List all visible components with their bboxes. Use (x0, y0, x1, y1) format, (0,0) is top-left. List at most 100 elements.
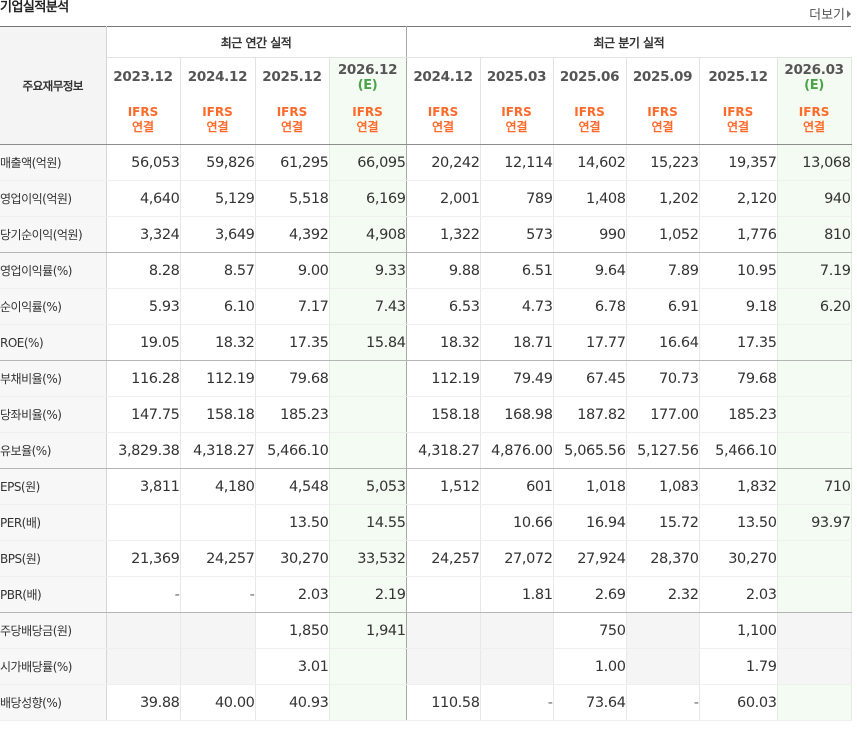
value-cell: 185.23 (699, 396, 778, 433)
period-label: 2025.12 (708, 69, 768, 85)
table-row: 부채비율(%) 116.28 112.19 79.68 112.19 79.49 67.45… (0, 360, 852, 397)
value-cell (777, 684, 852, 721)
value-cell: 6.10 (180, 288, 256, 325)
value-cell: 4,548 (255, 468, 330, 505)
value-cell: 5,127.56 (626, 432, 700, 469)
value-cell: 116.28 (106, 360, 181, 397)
value-cell: 2.03 (255, 576, 330, 613)
value-cell: 7.89 (626, 252, 700, 289)
value-cell: 79.49 (480, 360, 554, 397)
row-label: PBR(배) (0, 576, 107, 613)
value-cell: 21,369 (106, 540, 181, 577)
value-cell (480, 612, 554, 649)
value-cell: 6.53 (406, 288, 481, 325)
section-title: 기업실적분석 (0, 0, 69, 15)
value-cell: 6.51 (480, 252, 554, 289)
accounting-basis: IFRS 연결 (553, 96, 627, 145)
value-cell: 4,180 (180, 468, 256, 505)
value-cell: 2,001 (406, 180, 481, 217)
value-cell: 9.33 (329, 252, 407, 289)
value-cell: 40.00 (180, 684, 256, 721)
consolidated-label: 연결 (578, 120, 601, 134)
row-label: BPS(원) (0, 540, 107, 577)
value-cell: 5,129 (180, 180, 256, 217)
accounting-basis: IFRS 연결 (777, 96, 852, 145)
period-header: 2025.12 (255, 57, 330, 96)
value-cell: 66,095 (329, 144, 407, 181)
value-cell (180, 504, 256, 541)
annual-group-header: 최근 연간 실적 (106, 26, 407, 58)
table-row: 주당배당금(원) 1,850 1,941 750 1,100 (0, 612, 852, 649)
value-cell: 7.17 (255, 288, 330, 325)
row-label: 배당성향(%) (0, 684, 107, 721)
value-cell: 17.35 (699, 324, 778, 361)
accounting-basis: IFRS 연결 (699, 96, 778, 145)
row-label: 영업이익(억원) (0, 180, 107, 217)
value-cell: 185.23 (255, 396, 330, 433)
value-cell: 4,318.27 (406, 432, 481, 469)
table-row: ROE(%) 19.05 18.32 17.35 15.84 18.32 18.71 17.7… (0, 324, 852, 361)
consolidated-label: 연결 (727, 120, 750, 134)
period-header: 2025.09 (626, 57, 700, 96)
value-cell (777, 648, 852, 685)
value-cell: 20,242 (406, 144, 481, 181)
value-cell: 56,053 (106, 144, 181, 181)
value-cell (777, 576, 852, 613)
value-cell (777, 540, 852, 577)
period-label: 2025.06 (559, 69, 620, 85)
period-header: 2024.12 (180, 57, 256, 96)
accounting-basis: IFRS 연결 (626, 96, 700, 145)
value-cell: 110.58 (406, 684, 481, 721)
value-cell (106, 504, 181, 541)
value-cell: 28,370 (626, 540, 700, 577)
value-cell: 6.91 (626, 288, 700, 325)
value-cell: 79.68 (699, 360, 778, 397)
value-cell: 7.43 (329, 288, 407, 325)
value-cell: 14.55 (329, 504, 407, 541)
value-cell: 1,052 (626, 216, 700, 253)
table-row: EPS(원) 3,811 4,180 4,548 5,053 1,512 601 1,018 1… (0, 468, 852, 505)
value-cell: 1,832 (699, 468, 778, 505)
consolidated-label: 연결 (432, 120, 455, 134)
more-link[interactable]: 더보기 (809, 4, 851, 23)
main-header: 주요재무정보 (0, 26, 107, 145)
value-cell: 2.19 (329, 576, 407, 613)
table-row: 시가배당률(%) 3.01 1.00 1.79 (0, 648, 852, 685)
value-cell: 1,202 (626, 180, 700, 217)
value-cell (106, 648, 181, 685)
value-cell: 27,072 (480, 540, 554, 577)
value-cell: 33,532 (329, 540, 407, 577)
value-cell (777, 396, 852, 433)
row-label: 당좌비율(%) (0, 396, 107, 433)
value-cell: 70.73 (626, 360, 700, 397)
value-cell: 2.69 (553, 576, 627, 613)
value-cell: 6.78 (553, 288, 627, 325)
value-cell: 19.05 (106, 324, 181, 361)
quarterly-group-header: 최근 분기 실적 (406, 26, 852, 58)
consolidated-label: 연결 (505, 120, 528, 134)
value-cell: 60.03 (699, 684, 778, 721)
value-cell: 2.32 (626, 576, 700, 613)
value-cell: - (106, 576, 181, 613)
period-header: 2026.03 (E) (777, 57, 852, 96)
value-cell: 6.20 (777, 288, 852, 325)
value-cell: 9.00 (255, 252, 330, 289)
value-cell: 710 (777, 468, 852, 505)
ifrs-label: IFRS (722, 105, 754, 119)
value-cell: 1.00 (553, 648, 627, 685)
table-body: 매출액(억원) 56,053 59,826 61,295 66,095 20,242 12,… (0, 144, 852, 721)
value-cell: 18.71 (480, 324, 554, 361)
value-cell: 168.98 (480, 396, 554, 433)
value-cell: 9.88 (406, 252, 481, 289)
value-cell (329, 360, 407, 397)
value-cell: 1,408 (553, 180, 627, 217)
value-cell: 10.66 (480, 504, 554, 541)
value-cell: 67.45 (553, 360, 627, 397)
value-cell (777, 432, 852, 469)
value-cell: 13.50 (255, 504, 330, 541)
value-cell (626, 612, 700, 649)
value-cell: 3,649 (180, 216, 256, 253)
value-cell: 147.75 (106, 396, 181, 433)
value-cell (406, 576, 481, 613)
